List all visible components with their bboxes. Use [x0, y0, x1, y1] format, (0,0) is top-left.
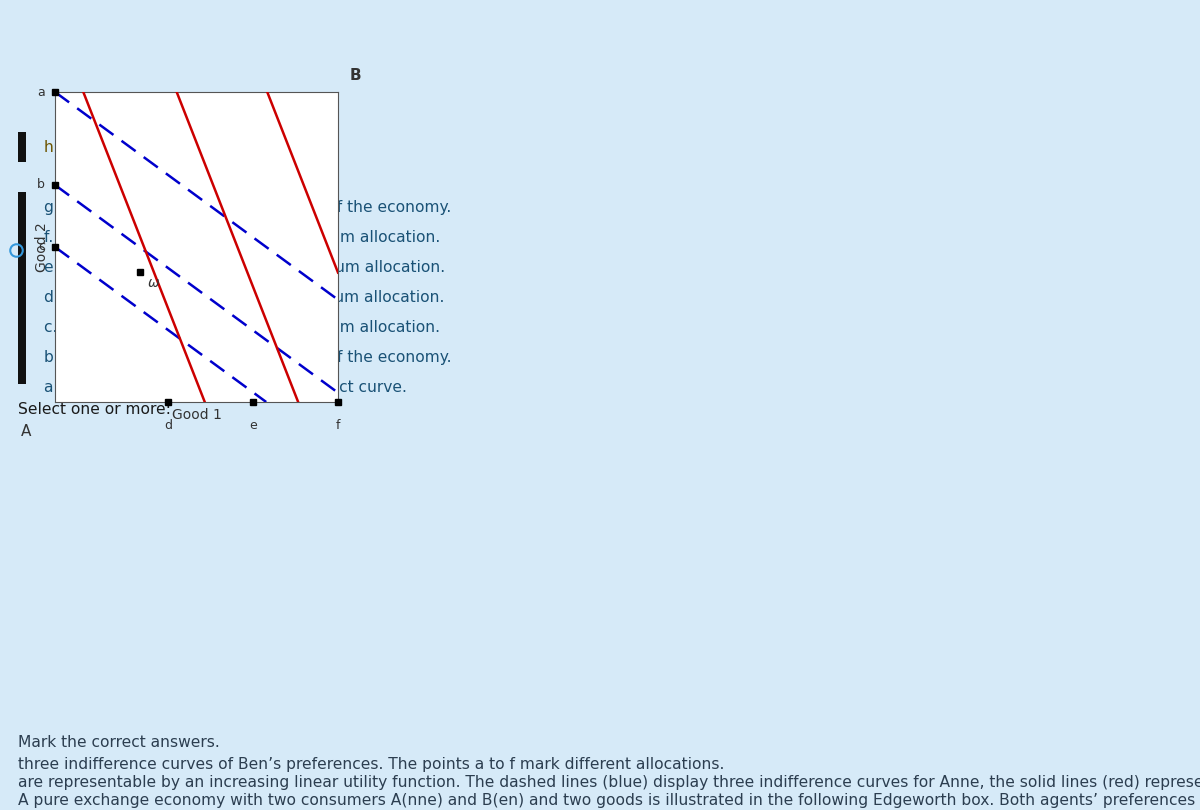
Text: g. Allocation e is located in the core of the economy.: g. Allocation e is located in the core o…	[44, 200, 451, 215]
Y-axis label: Good 2: Good 2	[36, 222, 49, 272]
Text: Select one or more:: Select one or more:	[18, 402, 170, 417]
Text: b: b	[37, 178, 46, 191]
Text: e. Allocation a is a Walrasian equilibrium allocation.: e. Allocation a is a Walrasian equilibri…	[44, 260, 445, 275]
Text: Mark the correct answers.: Mark the correct answers.	[18, 735, 220, 750]
Text: h. There is no Walrasian equilibrium.: h. There is no Walrasian equilibrium.	[44, 140, 329, 155]
Text: c: c	[38, 241, 46, 254]
Text: three indifference curves of Ben’s preferences. The points a to f mark different: three indifference curves of Ben’s prefe…	[18, 757, 725, 772]
Text: b. Allocation b is located in the core of the economy.: b. Allocation b is located in the core o…	[44, 350, 451, 365]
Text: d: d	[164, 419, 173, 432]
Text: d. Allocation c is a Walrasian equilibrium allocation.: d. Allocation c is a Walrasian equilibri…	[44, 290, 444, 305]
Text: a: a	[37, 86, 46, 99]
Text: e: e	[250, 419, 257, 432]
Text: are representable by an increasing linear utility function. The dashed lines (bl: are representable by an increasing linea…	[18, 775, 1200, 790]
Text: a. Allocation f is located on the contract curve.: a. Allocation f is located on the contra…	[44, 380, 407, 395]
Text: B: B	[349, 68, 361, 83]
X-axis label: Good 1: Good 1	[172, 407, 222, 421]
Text: f. Allocation d is a Walrasian equilibrium allocation.: f. Allocation d is a Walrasian equilibri…	[44, 230, 440, 245]
Text: A: A	[22, 424, 31, 439]
Text: A pure exchange economy with two consumers A(nne) and B(en) and two goods is ill: A pure exchange economy with two consume…	[18, 793, 1195, 808]
Text: f: f	[336, 419, 341, 432]
Bar	[18, 192, 26, 384]
Text: $\omega$: $\omega$	[146, 276, 160, 291]
Bar	[18, 132, 26, 162]
Text: c. Allocation f is a Walrasian equilibrium allocation.: c. Allocation f is a Walrasian equilibri…	[44, 320, 440, 335]
